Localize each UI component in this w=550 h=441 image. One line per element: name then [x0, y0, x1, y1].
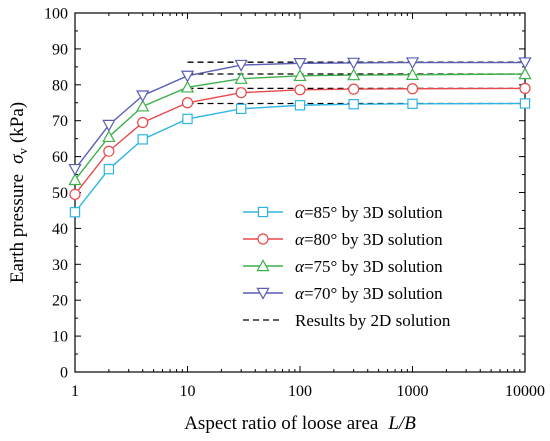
x-axis-label-text: Aspect ratio of loose area [184, 413, 379, 434]
data-point [235, 103, 247, 115]
y-tick-label: 0 [60, 365, 68, 382]
legend-label: Results by 2D solution [295, 311, 451, 330]
y-tick-label: 100 [44, 6, 68, 23]
data-point [347, 57, 361, 70]
y-tick-label: 40 [52, 221, 68, 238]
data-point [68, 163, 82, 177]
data-point [180, 70, 195, 83]
data-point [347, 68, 361, 81]
series-triangle-down [68, 57, 532, 177]
x-tick-label: 100 [288, 383, 312, 400]
x-axis-label-symbol: L/B [387, 413, 416, 434]
data-point [69, 207, 81, 218]
y-tick-label: 70 [52, 113, 68, 130]
y-tick-label: 90 [52, 41, 68, 58]
data-point [518, 67, 532, 80]
y-tick-label: 30 [52, 257, 68, 274]
x-tick-label: 10 [180, 383, 196, 400]
legend-swatch-marker [256, 259, 270, 272]
y-tick-label: 50 [52, 185, 68, 202]
series-circle [69, 82, 531, 200]
legend-swatch-marker [256, 287, 270, 300]
y-axis-label-text: Earth pressure [7, 174, 28, 283]
y-tick-label: 80 [52, 77, 68, 94]
legend-item-2d: Results by 2D solution [243, 311, 451, 330]
data-point [235, 87, 247, 99]
data-point [182, 113, 193, 125]
data-point [136, 90, 150, 103]
data-point [405, 67, 420, 80]
data-point [103, 145, 115, 157]
series-triangle-up [68, 67, 532, 186]
legend-swatch-marker [257, 206, 269, 218]
x-tick-label: 10000 [505, 383, 545, 400]
legend-label: α=75° by 3D solution [295, 257, 443, 276]
legend-item: α=70° by 3D solution [243, 284, 443, 303]
legend-swatch-marker [257, 233, 269, 245]
legend-item: α=75° by 3D solution [243, 257, 443, 276]
data-point [293, 68, 307, 82]
x-tick-label: 1 [71, 383, 79, 400]
data-point [234, 59, 248, 72]
legend-item: α=85° by 3D solution [243, 203, 443, 222]
data-point [519, 82, 531, 94]
data-point [294, 84, 306, 96]
data-point [293, 58, 307, 71]
y-tick-label: 10 [52, 329, 68, 346]
data-point [136, 99, 150, 112]
data-point [518, 57, 532, 70]
data-point [406, 83, 419, 95]
data-point [519, 98, 531, 109]
data-point [405, 57, 420, 70]
legend: α=85° by 3D solution α=80° by 3D solution… [243, 203, 451, 330]
series-square [69, 98, 531, 218]
data-point [102, 119, 116, 132]
data-point [180, 80, 195, 93]
data-point [234, 71, 248, 84]
data-point [294, 100, 306, 111]
y-axis-label: Earth pressure σv (kPa) [7, 102, 30, 283]
y-axis-label-symbol: σ [7, 154, 28, 164]
legend-label: α=85° by 3D solution [295, 203, 443, 222]
data-point [68, 173, 82, 186]
x-tick-label: 1000 [397, 383, 429, 400]
x-axis-label: Aspect ratio of loose area L/B [184, 413, 416, 434]
y-axis-label-unit: (kPa) [7, 102, 28, 143]
legend-label: α=80° by 3D solution [295, 230, 443, 249]
data-point [102, 130, 116, 143]
data-point [69, 188, 81, 200]
y-tick-label: 60 [52, 149, 68, 166]
data-point [137, 134, 148, 145]
data-point [348, 98, 359, 110]
data-point [407, 98, 418, 110]
y-tick-label: 20 [52, 293, 68, 310]
legend-item: α=80° by 3D solution [243, 230, 443, 249]
data-point [137, 116, 149, 129]
data-point [181, 97, 194, 109]
data-point [348, 83, 360, 95]
data-point [103, 163, 115, 175]
legend-label: α=70° by 3D solution [295, 284, 443, 303]
series-group [68, 57, 532, 218]
y-axis-label-subscript: v [15, 148, 30, 155]
